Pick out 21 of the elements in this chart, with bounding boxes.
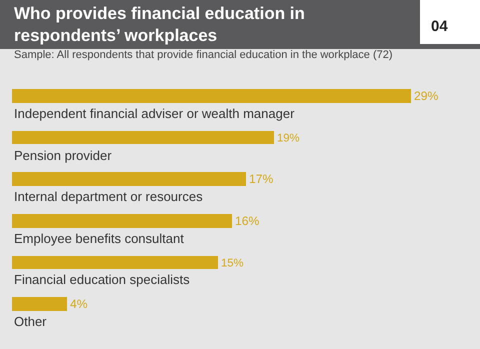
data-label: 16% bbox=[235, 214, 260, 228]
y-tick-label: Employee benefits consultant bbox=[14, 231, 184, 246]
data-label: 19% bbox=[277, 132, 300, 144]
bar bbox=[12, 256, 218, 269]
bar bbox=[12, 172, 246, 186]
data-label: 17% bbox=[249, 172, 274, 186]
chart-subtitle: Sample: All respondents that provide financial education in the workplace (72) bbox=[14, 49, 393, 61]
bar bbox=[12, 89, 411, 103]
data-label: 15% bbox=[221, 257, 244, 270]
y-tick-label: Other bbox=[14, 314, 48, 329]
bar bbox=[12, 131, 274, 144]
bar bbox=[12, 214, 232, 228]
y-tick-label: Financial education specialists bbox=[14, 272, 190, 287]
y-tick-label: Pension provider bbox=[14, 148, 112, 163]
data-label: 4% bbox=[70, 297, 88, 312]
chart-title: Who provides financial education in respondents’ workplaces bbox=[14, 4, 305, 46]
y-tick-label: Independent financial adviser or wealth manager bbox=[14, 106, 296, 121]
data-label: 29% bbox=[414, 89, 438, 104]
text: 04 bbox=[431, 18, 448, 35]
bar bbox=[12, 297, 67, 311]
y-tick-label: Internal department or resources bbox=[14, 189, 204, 204]
